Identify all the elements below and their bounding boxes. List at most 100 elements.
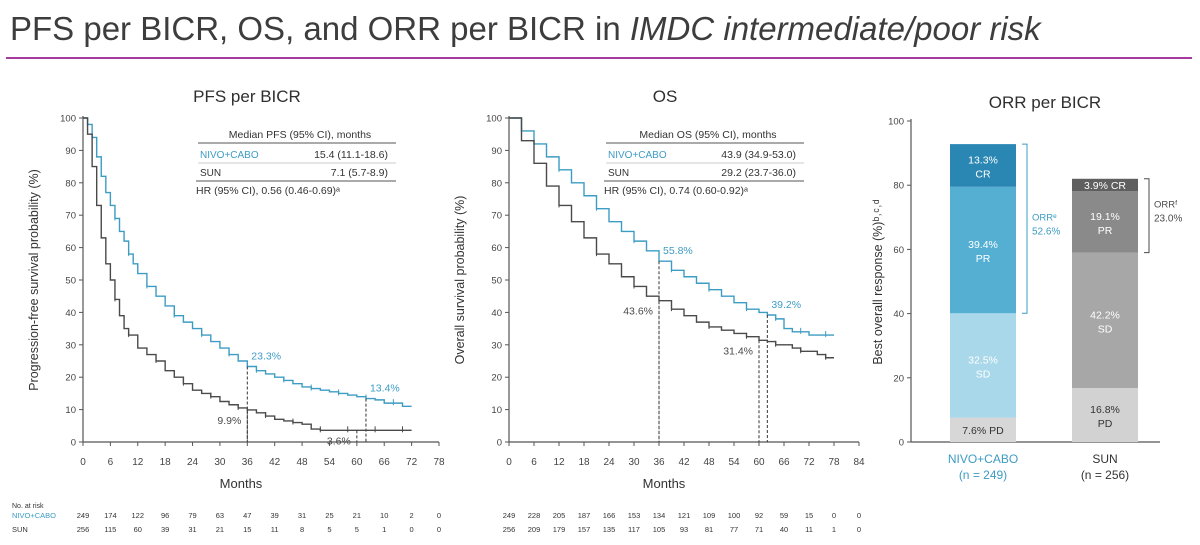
bar-segment-pr	[1072, 191, 1138, 253]
y-tick-label: 10	[65, 405, 76, 416]
category-label: (n = 249)	[959, 468, 1007, 482]
x-tick-label: 24	[187, 457, 199, 468]
y-tick-label: 90	[491, 146, 502, 157]
y-tick-label: 100	[60, 114, 76, 125]
bar-segment-sd	[950, 313, 1016, 418]
x-tick-label: 6	[531, 457, 537, 468]
landmark-label: 23.3%	[251, 351, 281, 363]
x-tick-label: 24	[603, 457, 615, 468]
landmark-label: 55.8%	[663, 245, 693, 257]
risk-value: 47	[243, 511, 251, 520]
km-curve-nivo-cabo	[83, 117, 412, 408]
risk-value: 2	[410, 511, 414, 520]
risk-value: 0	[857, 525, 861, 534]
bar-segment-label: CR	[975, 168, 991, 180]
risk-value: 174	[104, 511, 117, 520]
bar-segment-label: 16.8%	[1090, 404, 1120, 416]
x-tick-label: 0	[80, 457, 86, 468]
bar-segment-pd	[950, 417, 1016, 442]
bar-segment-label: 3.9% CR	[1084, 180, 1126, 192]
median-legend-table: Median PFS (95% CI), months NIVO+CABO 15.4…	[196, 129, 396, 197]
x-tick-label: 42	[678, 457, 690, 468]
landmark-label: 13.4%	[370, 383, 400, 395]
landmark-label: 3.6%	[327, 435, 351, 447]
legend-row-label: SUN	[200, 168, 221, 179]
risk-row-label: NIVO+CABO	[12, 511, 56, 520]
risk-value: 256	[77, 525, 90, 534]
category-label: NIVO+CABO	[948, 452, 1018, 466]
x-tick-label: 36	[242, 457, 254, 468]
bar-segment-label: 42.2%	[1090, 309, 1120, 321]
y-tick-label: 100	[888, 117, 904, 128]
bar-segment-pr	[950, 186, 1016, 314]
chart-title: ORR per BICR	[989, 93, 1101, 112]
bar-segment-pd	[1072, 388, 1138, 442]
y-tick-label: 70	[491, 211, 502, 222]
y-tick-label: 60	[893, 245, 904, 256]
y-tick-label: 40	[491, 308, 502, 319]
legend-footer: HR (95% CI), 0.74 (0.60-0.92)ᵃ	[604, 185, 748, 197]
risk-value: 11	[805, 525, 813, 534]
slide-title-italic: IMDC intermediate/poor risk	[629, 10, 1041, 47]
x-tick-label: 18	[578, 457, 590, 468]
risk-value: 187	[578, 511, 591, 520]
y-tick-label: 60	[65, 243, 76, 254]
y-tick-label: 20	[491, 373, 502, 384]
y-tick-label: 100	[486, 114, 502, 125]
legend-row-value: 29.2 (23.7-36.0)	[721, 167, 796, 179]
x-tick-label: 48	[297, 457, 309, 468]
x-tick-label: 12	[553, 457, 565, 468]
risk-value: 96	[161, 511, 169, 520]
y-tick-label: 80	[65, 178, 76, 189]
bar-segment-cr	[950, 144, 1016, 187]
risk-value: 256	[503, 525, 516, 534]
y-tick-label: 80	[893, 181, 904, 192]
risk-value: 209	[528, 525, 541, 534]
y-tick-label: 40	[893, 309, 904, 320]
x-tick-label: 54	[728, 457, 740, 468]
bar-segment-label: 19.1%	[1090, 211, 1120, 223]
bar-segment-label: PD	[1098, 418, 1113, 430]
slide-title: PFS per BICR, OS, and ORR per BICR in IM…	[10, 6, 1190, 52]
risk-value: 15	[805, 511, 813, 520]
y-tick-label: 60	[491, 243, 502, 254]
bar-segment-label: 7.6% PD	[962, 425, 1004, 437]
risk-value: 39	[161, 525, 169, 534]
orr-value: 52.6%	[1032, 227, 1060, 238]
y-tick-label: 10	[491, 405, 502, 416]
risk-value: 166	[603, 511, 616, 520]
bar-segment-label: 32.5%	[968, 354, 998, 366]
legend-row-label: NIVO+CABO	[608, 150, 667, 161]
bar-segment-label: 39.4%	[968, 239, 998, 251]
y-axis-label: Progression-free survival probability (%…	[27, 169, 41, 391]
risk-row-label: SUN	[12, 525, 28, 534]
km-curve-nivo-cabo	[509, 117, 834, 336]
y-tick-label: 80	[491, 178, 502, 189]
x-tick-label: 66	[379, 457, 391, 468]
chart-title: OS	[653, 87, 678, 106]
landmark-label: 9.9%	[217, 415, 241, 427]
risk-table: 249 228 205 187 166 153 134 121 109 100 92 59 15 0 0 25…	[503, 511, 861, 534]
chart-title: PFS per BICR	[193, 87, 301, 106]
y-tick-label: 0	[71, 438, 76, 449]
legend-row-value: 15.4 (11.1-18.6)	[314, 149, 388, 161]
x-tick-label: 36	[653, 457, 665, 468]
y-tick-label: 90	[65, 146, 76, 157]
x-tick-label: 60	[351, 457, 363, 468]
orr-bracket	[1144, 178, 1150, 254]
risk-value: 117	[628, 525, 640, 534]
risk-value: 205	[553, 511, 566, 520]
y-tick-label: 50	[65, 276, 76, 287]
risk-value: 179	[553, 525, 566, 534]
orr-label: ORRᶠ	[1154, 200, 1177, 211]
title-divider	[6, 57, 1192, 59]
bar-segment-cr	[1072, 178, 1138, 192]
risk-value: 31	[298, 511, 306, 520]
legend-header: Median OS (95% CI), months	[639, 129, 776, 141]
risk-value: 157	[578, 525, 591, 534]
category-label: SUN	[1092, 452, 1117, 466]
y-tick-label: 40	[65, 308, 76, 319]
x-tick-label: 84	[853, 457, 865, 468]
